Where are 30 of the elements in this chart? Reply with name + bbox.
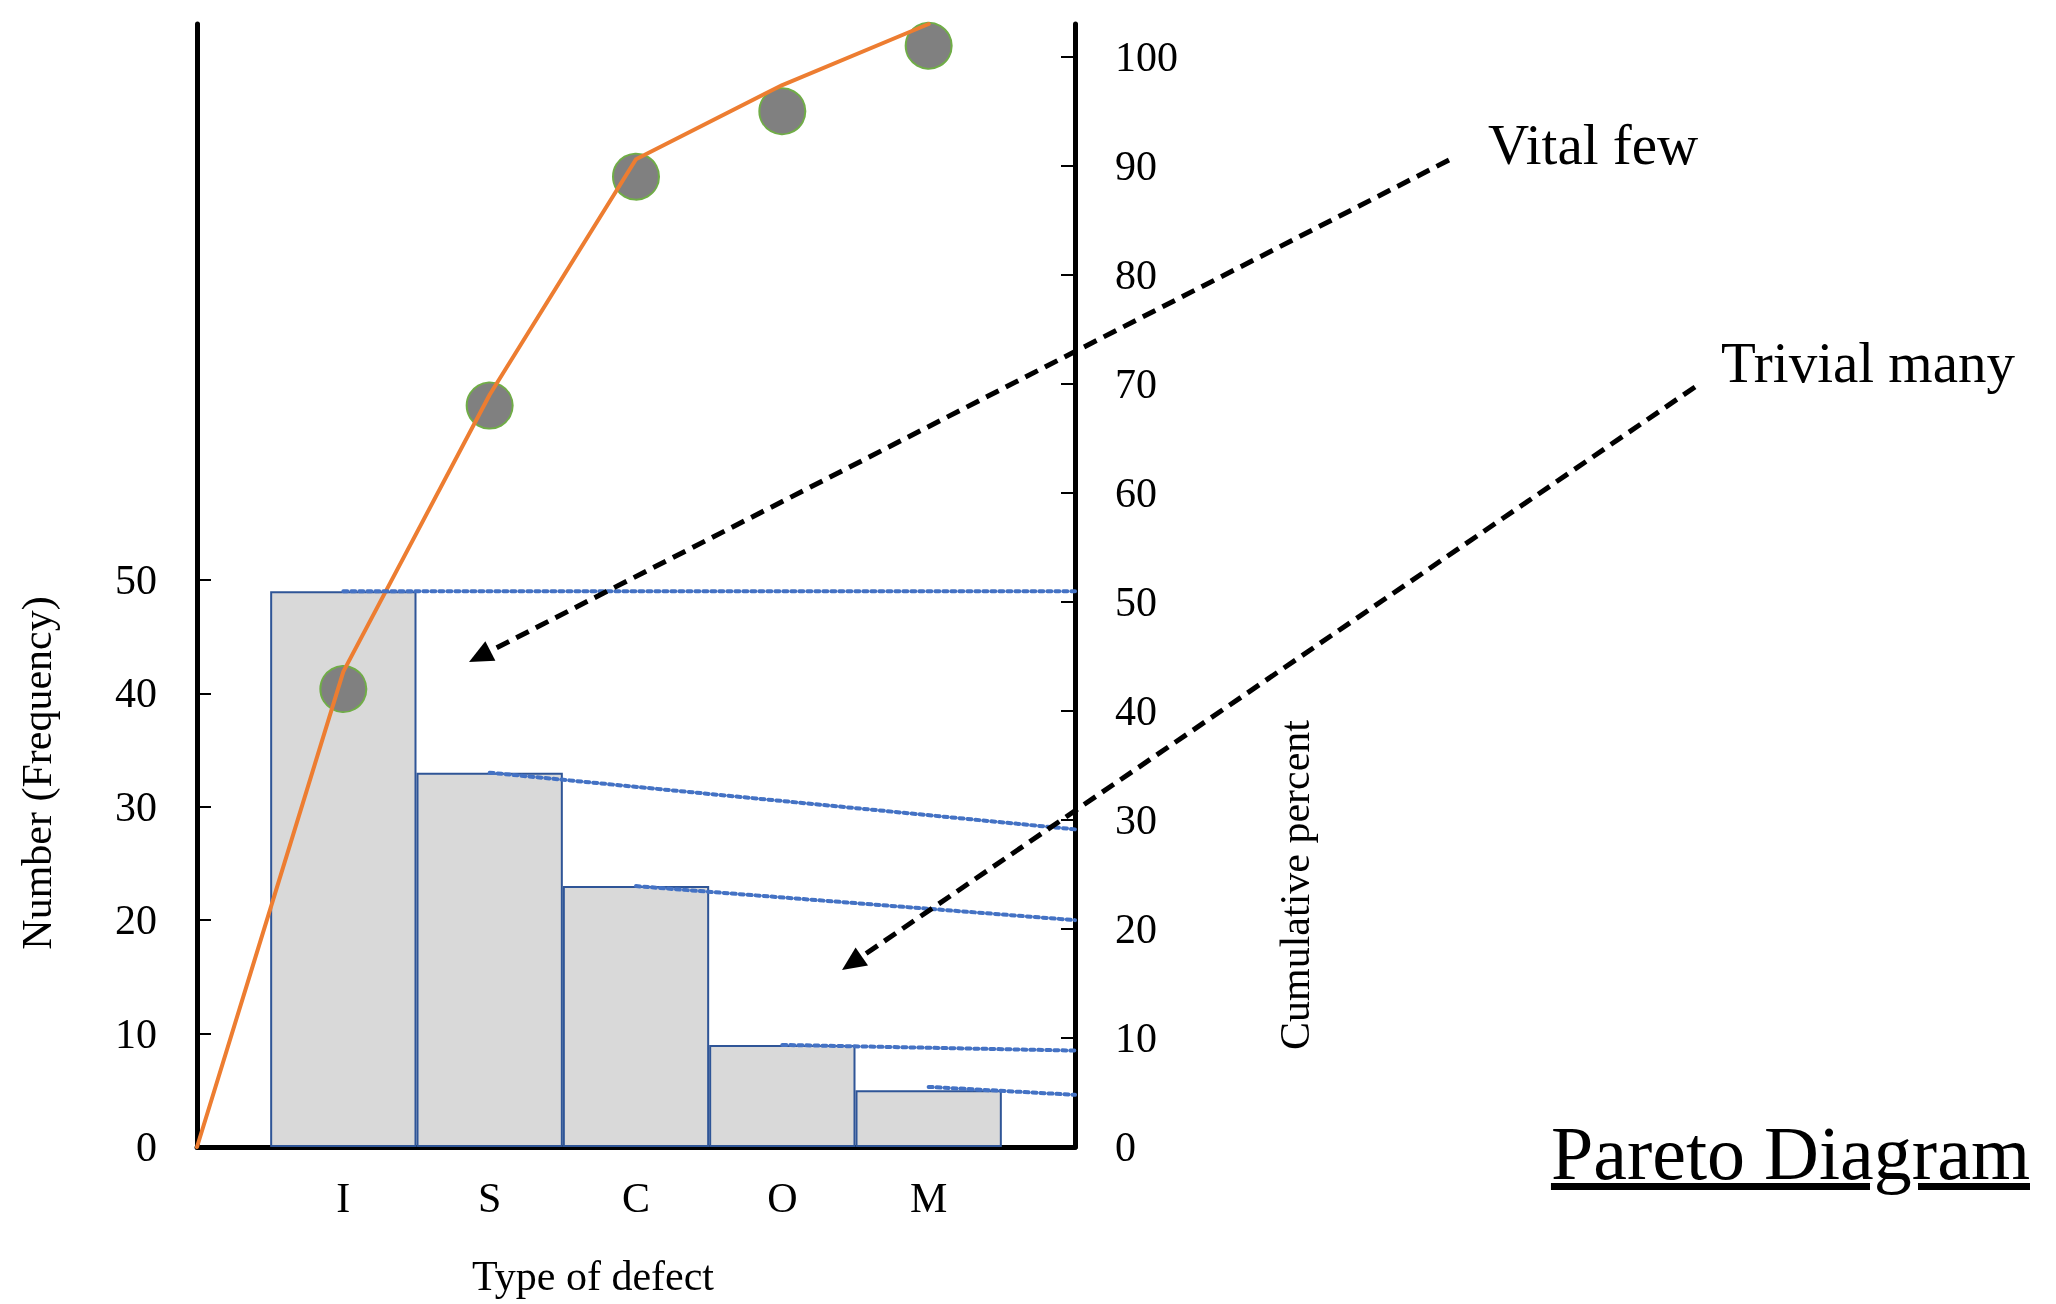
y-tick-label: 10 bbox=[115, 1010, 157, 1057]
text: Pareto Diagram bbox=[1550, 1110, 2030, 1197]
y-tick-label: 20 bbox=[115, 897, 157, 944]
text: Trivial many bbox=[1721, 329, 2015, 395]
x-tick-label: I bbox=[336, 1175, 351, 1221]
y2-tick-label: 40 bbox=[1115, 687, 1157, 734]
y2-tick-label: 0 bbox=[1115, 1124, 1136, 1170]
point bbox=[758, 87, 807, 136]
y2-tick-label: 20 bbox=[1115, 905, 1157, 952]
y2-tick-label: 30 bbox=[1115, 796, 1157, 843]
y2-tick-label: 70 bbox=[1115, 360, 1157, 407]
y2-tick-label: 90 bbox=[1115, 142, 1157, 189]
x-tick-label: C bbox=[621, 1175, 651, 1221]
y-tick-label: 0 bbox=[136, 1124, 157, 1170]
y2-tick-label: 80 bbox=[1115, 251, 1157, 298]
y-tick-label: 30 bbox=[115, 783, 157, 830]
text: Vital few bbox=[1488, 111, 1699, 177]
y2-tick-label: 10 bbox=[1115, 1014, 1157, 1061]
y-tick-label: 40 bbox=[115, 670, 157, 717]
x-axis-title: Type of defect bbox=[472, 1252, 714, 1300]
y2-tick-label: 100 bbox=[1115, 33, 1178, 80]
y2-tick-label: 60 bbox=[1115, 469, 1157, 516]
y2-tick-label: 50 bbox=[1115, 578, 1157, 625]
x-tick-label: O bbox=[767, 1175, 798, 1221]
x-tick-label: M bbox=[909, 1175, 948, 1221]
y-tick-label: 50 bbox=[115, 556, 157, 603]
y2-axis-title: Cumulative percent bbox=[1271, 719, 1319, 1051]
point bbox=[904, 21, 953, 70]
y-axis-title: Number (Frequency) bbox=[13, 596, 61, 950]
x-tick-label: S bbox=[477, 1175, 502, 1221]
